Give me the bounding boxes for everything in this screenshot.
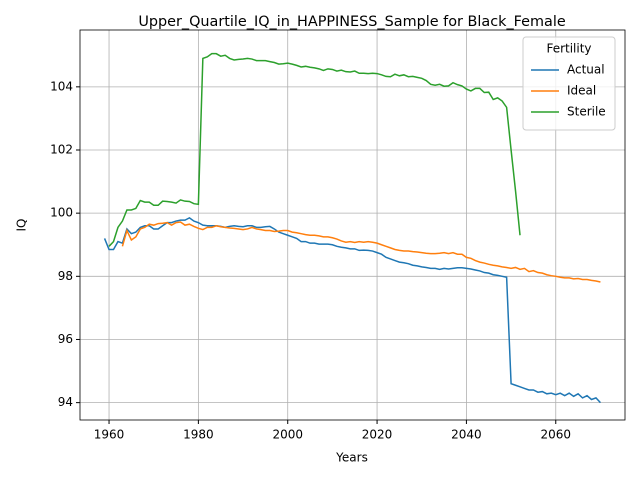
x-tick-label: 2060	[540, 428, 571, 442]
x-axis-label: Years	[335, 451, 368, 465]
legend-label: Sterile	[567, 105, 606, 119]
x-tick-label: 2040	[451, 428, 482, 442]
x-tick-label: 1960	[94, 428, 125, 442]
legend-label: Actual	[567, 63, 605, 77]
x-tick-label: 2000	[272, 428, 303, 442]
y-tick-label: 102	[50, 143, 73, 157]
legend-box	[522, 36, 616, 131]
line-series	[103, 217, 601, 404]
y-tick-label: 104	[50, 79, 73, 93]
legend-label: Ideal	[567, 84, 596, 98]
line-series	[121, 221, 601, 283]
legend-title: Fertility	[546, 42, 591, 56]
line-series	[108, 52, 521, 247]
x-tick-label: 2020	[362, 428, 393, 442]
y-tick-label: 98	[58, 269, 73, 283]
y-tick-label: 96	[58, 332, 73, 346]
plot-frame	[79, 29, 626, 421]
chart-title: Upper_Quartile_IQ_in_HAPPINESS_Sample fo…	[138, 14, 566, 30]
y-tick-label: 94	[58, 395, 73, 409]
y-tick-label: 100	[50, 206, 73, 220]
x-tick-label: 1980	[183, 428, 214, 442]
y-axis-label: IQ	[15, 219, 29, 232]
